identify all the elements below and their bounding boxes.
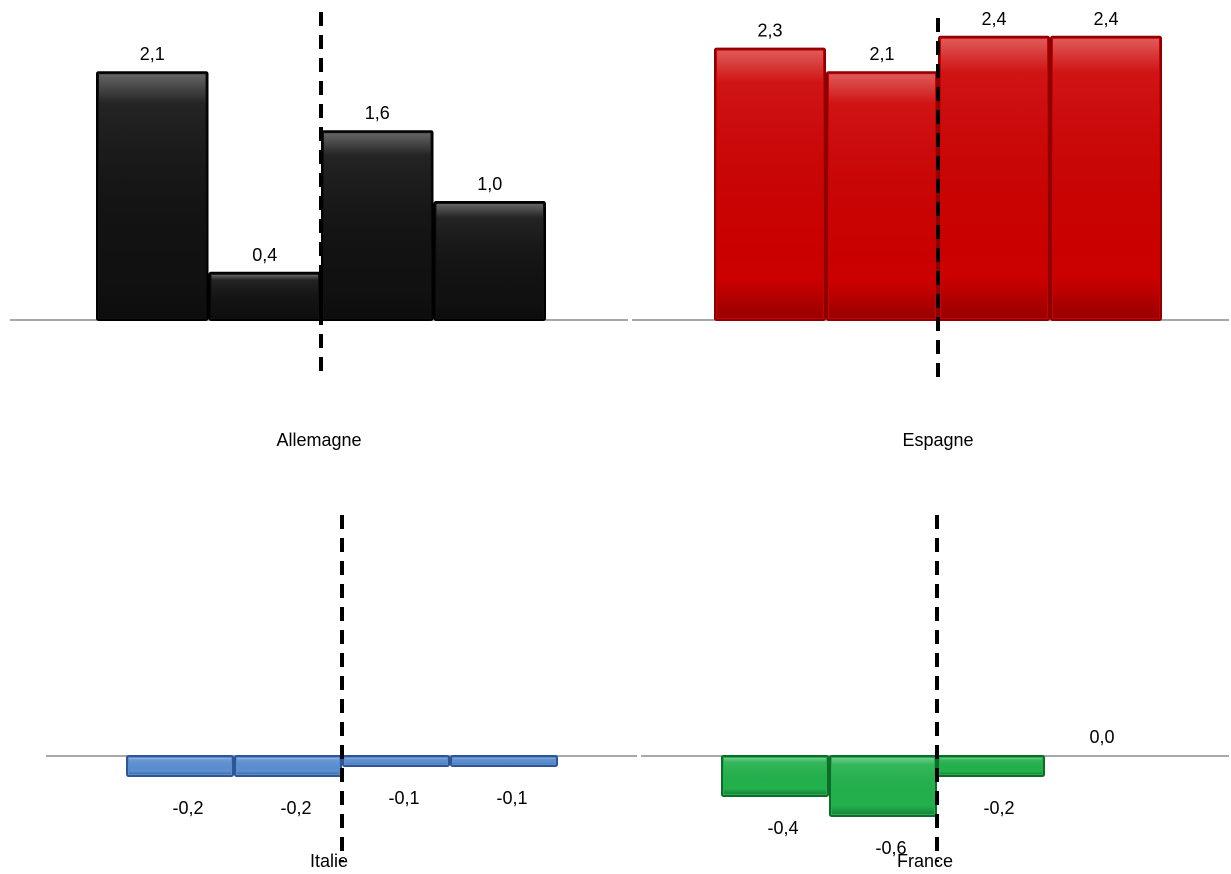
panel-france: France -0,4 -0,6 -0,2 0,0 xyxy=(641,515,1229,871)
data-label: 2,4 xyxy=(1093,9,1118,29)
panel-espagne: Espagne 2,3 2,1 2,4 2,4 xyxy=(632,9,1229,450)
panel-title: Espagne xyxy=(902,430,973,450)
data-label: -0,2 xyxy=(172,798,203,818)
panel-italie: Italie -0,2 -0,2 -0,1 -0,1 xyxy=(46,515,637,871)
bar xyxy=(342,755,450,767)
bar xyxy=(433,201,546,321)
data-label: -0,1 xyxy=(496,788,527,808)
bar xyxy=(126,755,234,777)
bar xyxy=(1050,35,1162,322)
data-label: -0,2 xyxy=(280,798,311,818)
bar xyxy=(829,755,937,817)
data-label: 1,6 xyxy=(365,103,390,123)
data-label: 2,3 xyxy=(757,21,782,41)
bar xyxy=(937,755,1045,777)
data-label: -0,1 xyxy=(388,788,419,808)
bar xyxy=(714,47,826,321)
panel-title: Allemagne xyxy=(276,430,361,450)
panel-title: France xyxy=(897,851,953,871)
bar xyxy=(450,755,558,767)
data-label: 0,0 xyxy=(1089,727,1114,747)
bar xyxy=(721,755,829,797)
bar xyxy=(826,71,938,321)
data-label: 0,4 xyxy=(252,245,277,265)
panel-title: Italie xyxy=(310,851,348,871)
data-label: 2,1 xyxy=(140,44,165,64)
bar xyxy=(96,71,209,321)
data-label: -0,2 xyxy=(983,798,1014,818)
data-label: -0,4 xyxy=(767,818,798,838)
bar xyxy=(321,130,434,321)
panel-allemagne: Allemagne 2,1 0,4 1,6 1,0 xyxy=(10,12,628,450)
data-label: 2,4 xyxy=(981,9,1006,29)
data-label: 1,0 xyxy=(477,174,502,194)
data-label: 2,1 xyxy=(869,44,894,64)
bar xyxy=(208,271,321,321)
bar xyxy=(234,755,342,777)
bar xyxy=(938,35,1050,322)
data-label: -0,6 xyxy=(875,838,906,858)
